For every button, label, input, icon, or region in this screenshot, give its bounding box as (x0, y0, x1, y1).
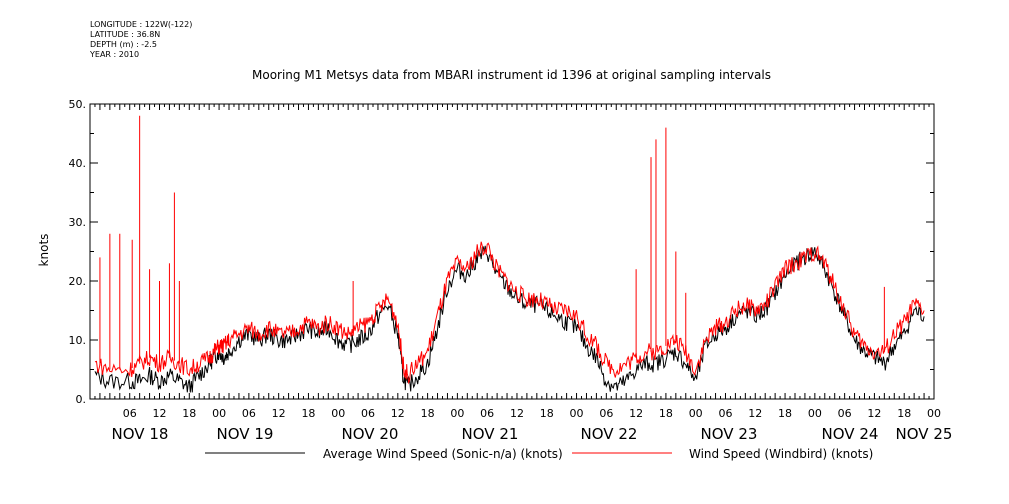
hour-tick-label: 00 (927, 407, 941, 420)
depth-label: DEPTH (m) : -2.5 (90, 40, 157, 49)
hour-tick-label: 00 (212, 407, 226, 420)
hour-tick-label: 18 (182, 407, 196, 420)
day-label: NOV 25 (896, 425, 953, 443)
day-label: NOV 18 (112, 425, 169, 443)
hour-tick-label: 18 (421, 407, 435, 420)
latitude-label: LATITUDE : 36.8N (90, 30, 161, 39)
series-layer (94, 115, 925, 393)
hour-tick-label: 00 (808, 407, 822, 420)
plot-border (89, 103, 935, 400)
metadata-block: LONGITUDE : 122W(-122) LATITUDE : 36.8N … (90, 20, 192, 60)
day-label: NOV 20 (342, 425, 399, 443)
hour-tick-label: 12 (272, 407, 286, 420)
hour-tick-label: 00 (689, 407, 703, 420)
y-tick-label: 50. (69, 98, 87, 111)
hour-tick-label: 18 (540, 407, 554, 420)
day-label: NOV 24 (822, 425, 879, 443)
day-label: NOV 23 (701, 425, 758, 443)
year-label: YEAR : 2010 (90, 50, 140, 59)
hour-tick-label: 06 (480, 407, 494, 420)
plot-frame (89, 103, 935, 400)
hour-tick-label: 12 (629, 407, 643, 420)
day-label: NOV 22 (581, 425, 638, 443)
hour-tick-label: 12 (153, 407, 167, 420)
hour-tick-label: 00 (570, 407, 584, 420)
y-tick-label: 20. (69, 275, 87, 288)
y-axis-label: knots (37, 234, 51, 267)
hour-tick-label: 18 (897, 407, 911, 420)
hour-tick-label: 06 (123, 407, 137, 420)
hour-tick-label: 06 (361, 407, 375, 420)
series-line-1 (94, 241, 925, 385)
y-axis: 0. 10. 20. 30. 40. 50. (69, 98, 934, 406)
chart-title: Mooring M1 Metsys data from MBARI instru… (252, 68, 771, 82)
legend-label-average: Average Wind Speed (Sonic-n/a) (knots) (323, 447, 563, 461)
longitude-label: LONGITUDE : 122W(-122) (90, 20, 193, 29)
y-tick-label: 40. (69, 157, 87, 170)
legend: Average Wind Speed (Sonic-n/a) (knots) W… (205, 447, 873, 461)
hour-tick-label: 18 (301, 407, 315, 420)
hour-tick-label: 06 (242, 407, 256, 420)
hour-tick-label: 06 (718, 407, 732, 420)
hour-tick-label: 06 (599, 407, 613, 420)
hour-tick-label: 12 (867, 407, 881, 420)
hour-tick-label: 00 (331, 407, 345, 420)
hour-tick-label: 18 (659, 407, 673, 420)
hour-tick-label: 06 (838, 407, 852, 420)
y-tick-label: 10. (69, 334, 87, 347)
x-axis: 06 12 18 00 06 12 18 00 06 12 18 00 06 12 18 00 06 12 18 00… (89, 104, 953, 443)
y-tick-label: 0. (76, 393, 87, 406)
hour-tick-label: 12 (748, 407, 762, 420)
hour-tick-label: 00 (450, 407, 464, 420)
day-label: NOV 21 (462, 425, 519, 443)
hour-tick-label: 12 (391, 407, 405, 420)
hour-tick-label: 12 (510, 407, 524, 420)
y-tick-label: 30. (69, 216, 87, 229)
legend-label-windbird: Wind Speed (Windbird) (knots) (689, 447, 873, 461)
day-label: NOV 19 (217, 425, 274, 443)
series-line-0 (94, 245, 925, 393)
hour-tick-label: 18 (778, 407, 792, 420)
